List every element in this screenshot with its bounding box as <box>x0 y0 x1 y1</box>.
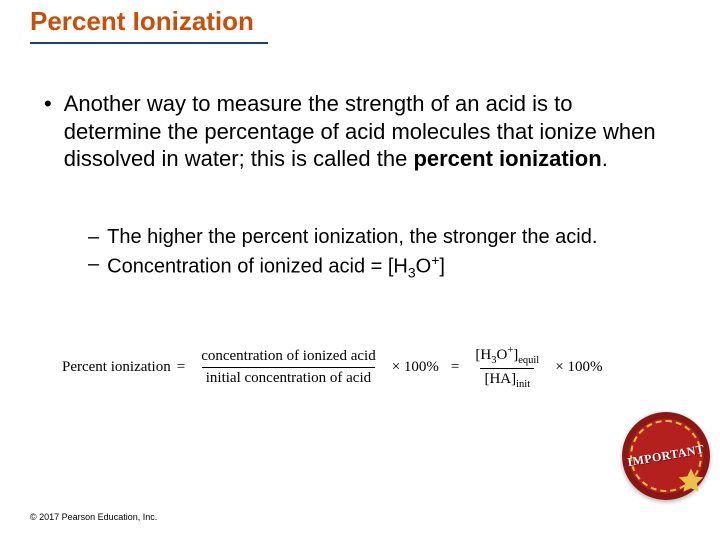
title-underline <box>30 42 268 44</box>
sub-bullet-a: – The higher the percent ionization, the… <box>88 224 670 251</box>
f2n-pre: [H <box>475 347 491 363</box>
copyright-text: © 2017 Pearson Education, Inc. <box>30 512 157 522</box>
dash-icon: – <box>88 251 99 283</box>
dash-icon: – <box>88 224 99 251</box>
frac2-den: [HA]init <box>480 368 534 390</box>
sub-b-post: ] <box>439 256 445 278</box>
sub-a-text: The higher the percent ionization, the s… <box>107 224 597 251</box>
sub-b-mid: O <box>416 256 432 278</box>
percent-ionization-formula: Percent ionization = concentration of io… <box>62 345 608 390</box>
f2n-mid: O <box>496 347 507 363</box>
formula-lhs: Percent ionization <box>62 359 171 376</box>
slide-title: Percent Ionization <box>30 6 254 37</box>
formula-frac1: concentration of ionized acid initial co… <box>197 348 380 387</box>
main-bullet: • Another way to measure the strength of… <box>44 90 670 173</box>
sub-b-pre: Concentration of ionized acid = [H <box>107 256 408 278</box>
sub-b-sub: 3 <box>408 265 416 281</box>
frac1-den: initial concentration of acid <box>202 367 375 387</box>
f2d-tag: init <box>516 379 530 390</box>
formula-frac2: [H3O+]equil [HA]init <box>471 345 543 390</box>
important-stamp: IMPORTANT <box>622 412 710 500</box>
formula-times2: × 100% <box>555 359 602 376</box>
bullet-post: . <box>602 146 608 171</box>
formula-eq2: = <box>451 359 459 376</box>
bullet-text: Another way to measure the strength of a… <box>64 90 670 173</box>
formula-eq1: = <box>177 359 185 376</box>
f2d-pre: [HA] <box>484 371 516 387</box>
frac1-num: concentration of ionized acid <box>197 348 380 367</box>
sub-bullet-b: – Concentration of ionized acid = [H3O+] <box>88 251 670 283</box>
frac2-num: [H3O+]equil <box>471 345 543 368</box>
bullet-dot: • <box>44 90 52 173</box>
star-icon <box>676 466 706 496</box>
sub-bullet-list: – The higher the percent ionization, the… <box>88 224 670 283</box>
sub-b-text: Concentration of ionized acid = [H3O+] <box>107 251 445 283</box>
bullet-bold: percent ionization <box>413 146 601 171</box>
formula-times1: × 100% <box>392 359 439 376</box>
f2n-tag: equil <box>518 355 539 366</box>
